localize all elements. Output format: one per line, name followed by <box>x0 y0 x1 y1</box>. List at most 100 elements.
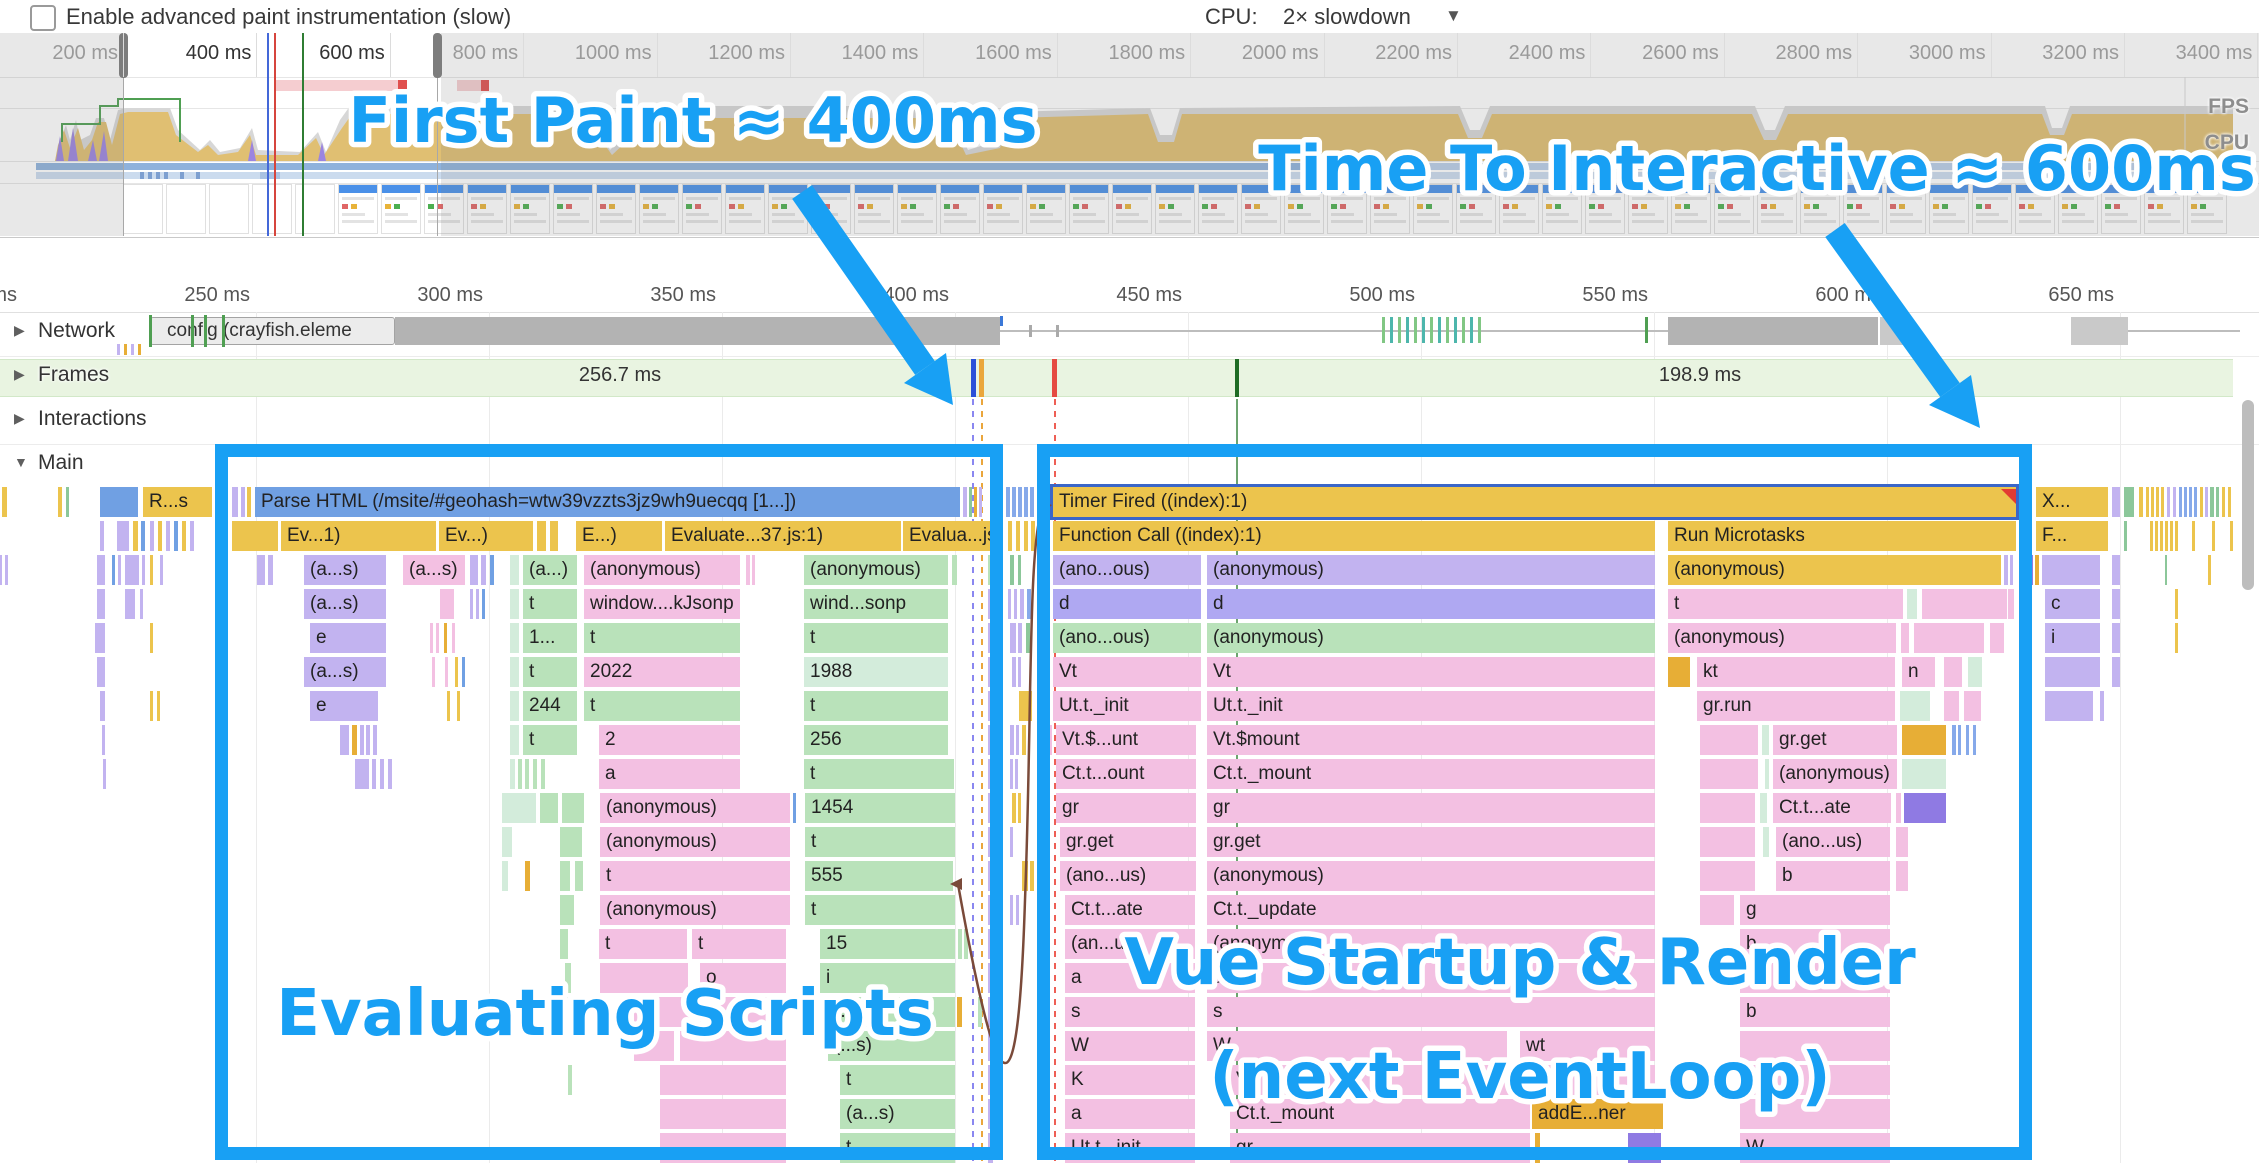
flame-strip[interactable] <box>510 759 515 789</box>
flame-strip[interactable] <box>1030 861 1034 891</box>
flame-strip[interactable] <box>2216 487 2219 517</box>
flame-bar[interactable]: n <box>1902 657 1935 687</box>
flame-strip[interactable] <box>510 725 519 755</box>
filmstrip-frame[interactable] <box>1026 184 1066 234</box>
flame-bar[interactable]: Ev...1) <box>281 521 436 551</box>
flame-strip[interactable] <box>1896 793 1901 823</box>
flame-strip[interactable] <box>1944 657 1962 687</box>
flame-bar[interactable]: Vt.$...unt <box>1056 725 1196 755</box>
flame-bar[interactable]: t <box>584 623 740 653</box>
filmstrip-frame[interactable] <box>467 184 507 234</box>
flame-strip[interactable] <box>2151 487 2154 517</box>
flame-strip[interactable] <box>5 555 8 585</box>
flame-strip[interactable] <box>100 691 105 721</box>
flame-bar[interactable]: e <box>310 623 386 653</box>
flame-bar[interactable]: (a...) <box>523 555 577 585</box>
flame-bar[interactable]: Evalua...js:1) <box>903 521 996 551</box>
network-request-bar[interactable] <box>2071 317 2128 345</box>
flame-strip[interactable] <box>1006 487 1010 517</box>
flame-bar[interactable]: a <box>1065 1099 1195 1129</box>
flame-strip[interactable] <box>560 929 568 959</box>
track-interactions[interactable]: ▶ Interactions <box>0 400 2259 445</box>
flame-bar[interactable]: Ut.t._init <box>1065 1133 1195 1163</box>
flame-strip[interactable] <box>481 555 486 585</box>
filmstrip-frame[interactable] <box>1456 184 1496 234</box>
flame-strip[interactable] <box>510 657 519 687</box>
flame-strip[interactable] <box>510 623 519 653</box>
flame-strip[interactable] <box>2192 521 2195 551</box>
flame-strip[interactable] <box>510 555 519 585</box>
flame-strip[interactable] <box>2200 487 2203 517</box>
network-request-bar[interactable] <box>395 317 1000 345</box>
flame-bar[interactable]: gr <box>1207 793 1655 823</box>
flame-bar[interactable]: E...) <box>576 521 662 551</box>
flame-strip[interactable] <box>1952 725 1956 755</box>
flame-strip[interactable] <box>2165 521 2168 551</box>
flame-strip[interactable] <box>1030 487 1034 517</box>
flame-strip[interactable] <box>793 793 796 823</box>
flame-strip[interactable] <box>979 487 982 517</box>
flame-strip[interactable] <box>1016 521 1020 551</box>
flame-strip[interactable] <box>1014 589 1017 619</box>
flame-strip[interactable] <box>1907 589 1917 619</box>
flame-strip[interactable] <box>150 623 153 653</box>
flame-strip[interactable] <box>560 895 574 925</box>
flame-strip[interactable] <box>978 997 982 1027</box>
flame-strip[interactable] <box>969 487 972 517</box>
flame-strip[interactable] <box>150 521 154 551</box>
flame-strip[interactable] <box>380 759 384 789</box>
flame-strip[interactable] <box>182 521 186 551</box>
flame-strip[interactable] <box>988 691 993 721</box>
flame-bar[interactable]: Ct.t._mount <box>1207 759 1655 789</box>
flame-strip[interactable] <box>1015 759 1018 789</box>
flame-bar[interactable]: Function Call ((index):1) <box>1053 521 1655 551</box>
flame-strip[interactable] <box>2112 589 2120 619</box>
flame-strip[interactable] <box>141 521 145 551</box>
flame-bar[interactable]: t <box>692 929 786 959</box>
flame-strip[interactable] <box>2170 521 2173 551</box>
flame-bar[interactable]: i <box>820 963 955 993</box>
flame-strip[interactable] <box>988 793 993 823</box>
filmstrip-frame[interactable] <box>1585 184 1625 234</box>
flame-bar[interactable]: 2022 <box>584 657 740 687</box>
flame-strip[interactable] <box>142 555 145 585</box>
flame-bar[interactable]: (...s) <box>828 997 955 1027</box>
flame-bar[interactable]: 244 <box>523 691 577 721</box>
flame-strip[interactable] <box>2008 589 2014 619</box>
flame-strip[interactable] <box>963 487 967 517</box>
flame-bar[interactable]: gr.get <box>1207 827 1655 857</box>
flame-bar[interactable]: 256 <box>804 725 948 755</box>
flame-bar[interactable]: t <box>804 759 954 789</box>
flame-strip[interactable] <box>1018 623 1022 653</box>
flame-strip[interactable] <box>97 555 105 585</box>
flame-strip[interactable] <box>1018 555 1021 585</box>
flame-strip[interactable] <box>2175 521 2178 551</box>
flame-strip[interactable] <box>232 521 278 551</box>
flame-strip[interactable] <box>2230 521 2233 551</box>
flame-strip[interactable] <box>117 521 129 551</box>
filmstrip-frame[interactable] <box>1284 184 1324 234</box>
flame-strip[interactable] <box>1964 691 1981 721</box>
flame-strip[interactable] <box>1700 861 1755 891</box>
flame-strip[interactable] <box>525 759 529 789</box>
flame-strip[interactable] <box>118 555 121 585</box>
flame-strip[interactable] <box>257 555 265 585</box>
flame-strip[interactable] <box>447 691 450 721</box>
filmstrip-frame[interactable] <box>1714 184 1754 234</box>
filmstrip-frame[interactable] <box>596 184 636 234</box>
chevron-down-icon[interactable]: ▼ <box>1445 6 1462 25</box>
flame-strip[interactable] <box>2194 487 2197 517</box>
flame-strip[interactable] <box>445 657 448 687</box>
flame-bar[interactable]: t <box>804 691 948 721</box>
flame-bar[interactable]: Ev...) <box>439 521 533 551</box>
flame-bar[interactable]: K <box>1065 1065 1195 1095</box>
flame-strip[interactable] <box>1668 657 1690 687</box>
flame-strip[interactable] <box>241 487 245 517</box>
filmstrip-frame[interactable] <box>1198 184 1238 234</box>
flame-strip[interactable] <box>533 759 537 789</box>
flame-bar[interactable]: W <box>1207 1031 1507 1061</box>
flame-strip[interactable] <box>1010 759 1013 789</box>
flame-strip[interactable] <box>952 555 957 585</box>
flame-strip[interactable] <box>476 589 479 619</box>
flame-strip[interactable] <box>432 657 435 687</box>
